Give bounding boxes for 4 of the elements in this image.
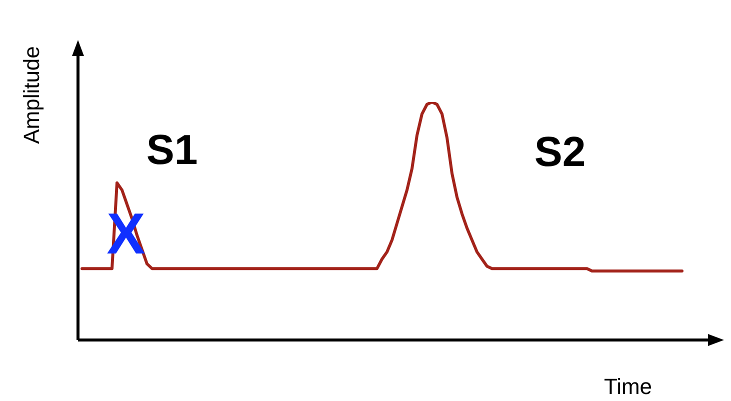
y-axis-title: Amplitude [19,46,45,144]
annotation: S2 [534,128,586,176]
x-axis-title: Time [604,374,652,400]
annotation: S1 [146,126,198,174]
